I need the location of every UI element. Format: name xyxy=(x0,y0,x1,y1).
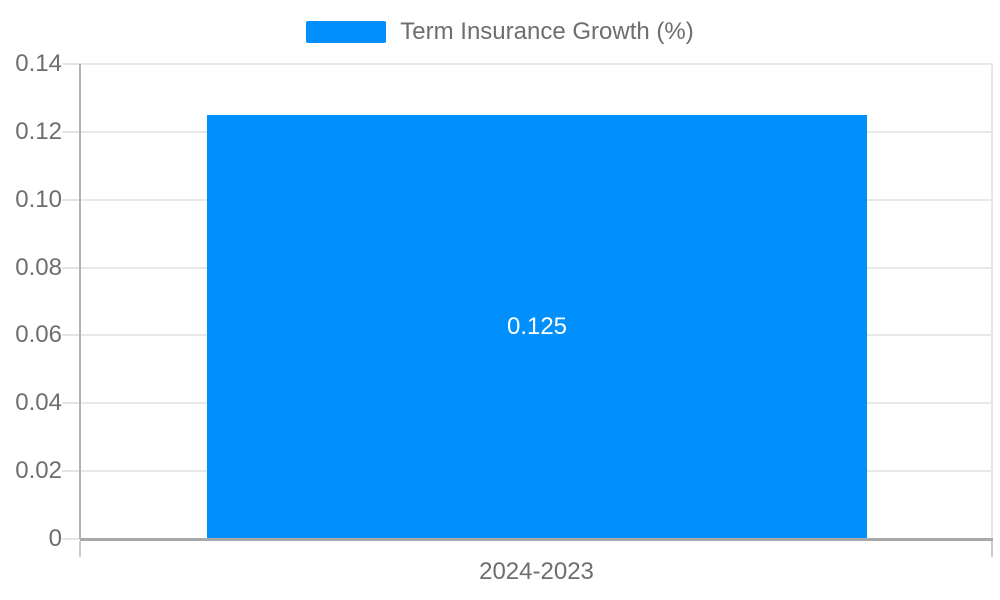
plot-area: 0.125 xyxy=(80,63,993,540)
y-tick-label: 0.02 xyxy=(15,457,62,485)
y-tick-mark xyxy=(62,266,80,269)
y-tick-label: 0.08 xyxy=(15,253,62,281)
legend-label: Term Insurance Growth (%) xyxy=(400,18,694,45)
legend[interactable]: Term Insurance Growth (%) xyxy=(0,14,1000,50)
x-axis-tick-right xyxy=(991,541,993,557)
y-axis-ticks xyxy=(62,63,80,540)
legend-swatch-icon xyxy=(306,21,387,43)
x-axis-tick-left xyxy=(79,541,81,557)
y-tick-mark xyxy=(62,63,80,65)
y-tick-mark xyxy=(62,130,80,133)
y-tick-label: 0.04 xyxy=(15,389,62,417)
bar-2024-2023[interactable]: 0.125 xyxy=(207,114,867,539)
y-tick-label: 0.12 xyxy=(15,117,62,145)
y-tick-mark xyxy=(62,334,80,337)
y-tick-mark xyxy=(62,470,80,473)
y-tick-label: 0.06 xyxy=(15,321,62,349)
bar-value-label: 0.125 xyxy=(506,312,568,340)
x-axis-labels: 2024-2023 xyxy=(80,558,993,586)
y-tick-label: 0.10 xyxy=(15,185,62,213)
y-tick-mark xyxy=(62,538,80,540)
x-axis-category-label: 2024-2023 xyxy=(479,558,594,585)
y-tick-mark xyxy=(62,402,80,405)
y-tick-label: 0 xyxy=(48,525,62,552)
gridline xyxy=(80,63,993,65)
plot-right-border xyxy=(991,64,993,539)
y-axis-labels: 0 0.02 0.04 0.06 0.08 0.10 0.12 0.14 xyxy=(0,51,62,552)
x-axis-line xyxy=(80,538,993,541)
y-tick-mark xyxy=(62,198,80,201)
y-axis-line xyxy=(79,64,81,539)
y-tick-label: 0.14 xyxy=(15,50,62,77)
